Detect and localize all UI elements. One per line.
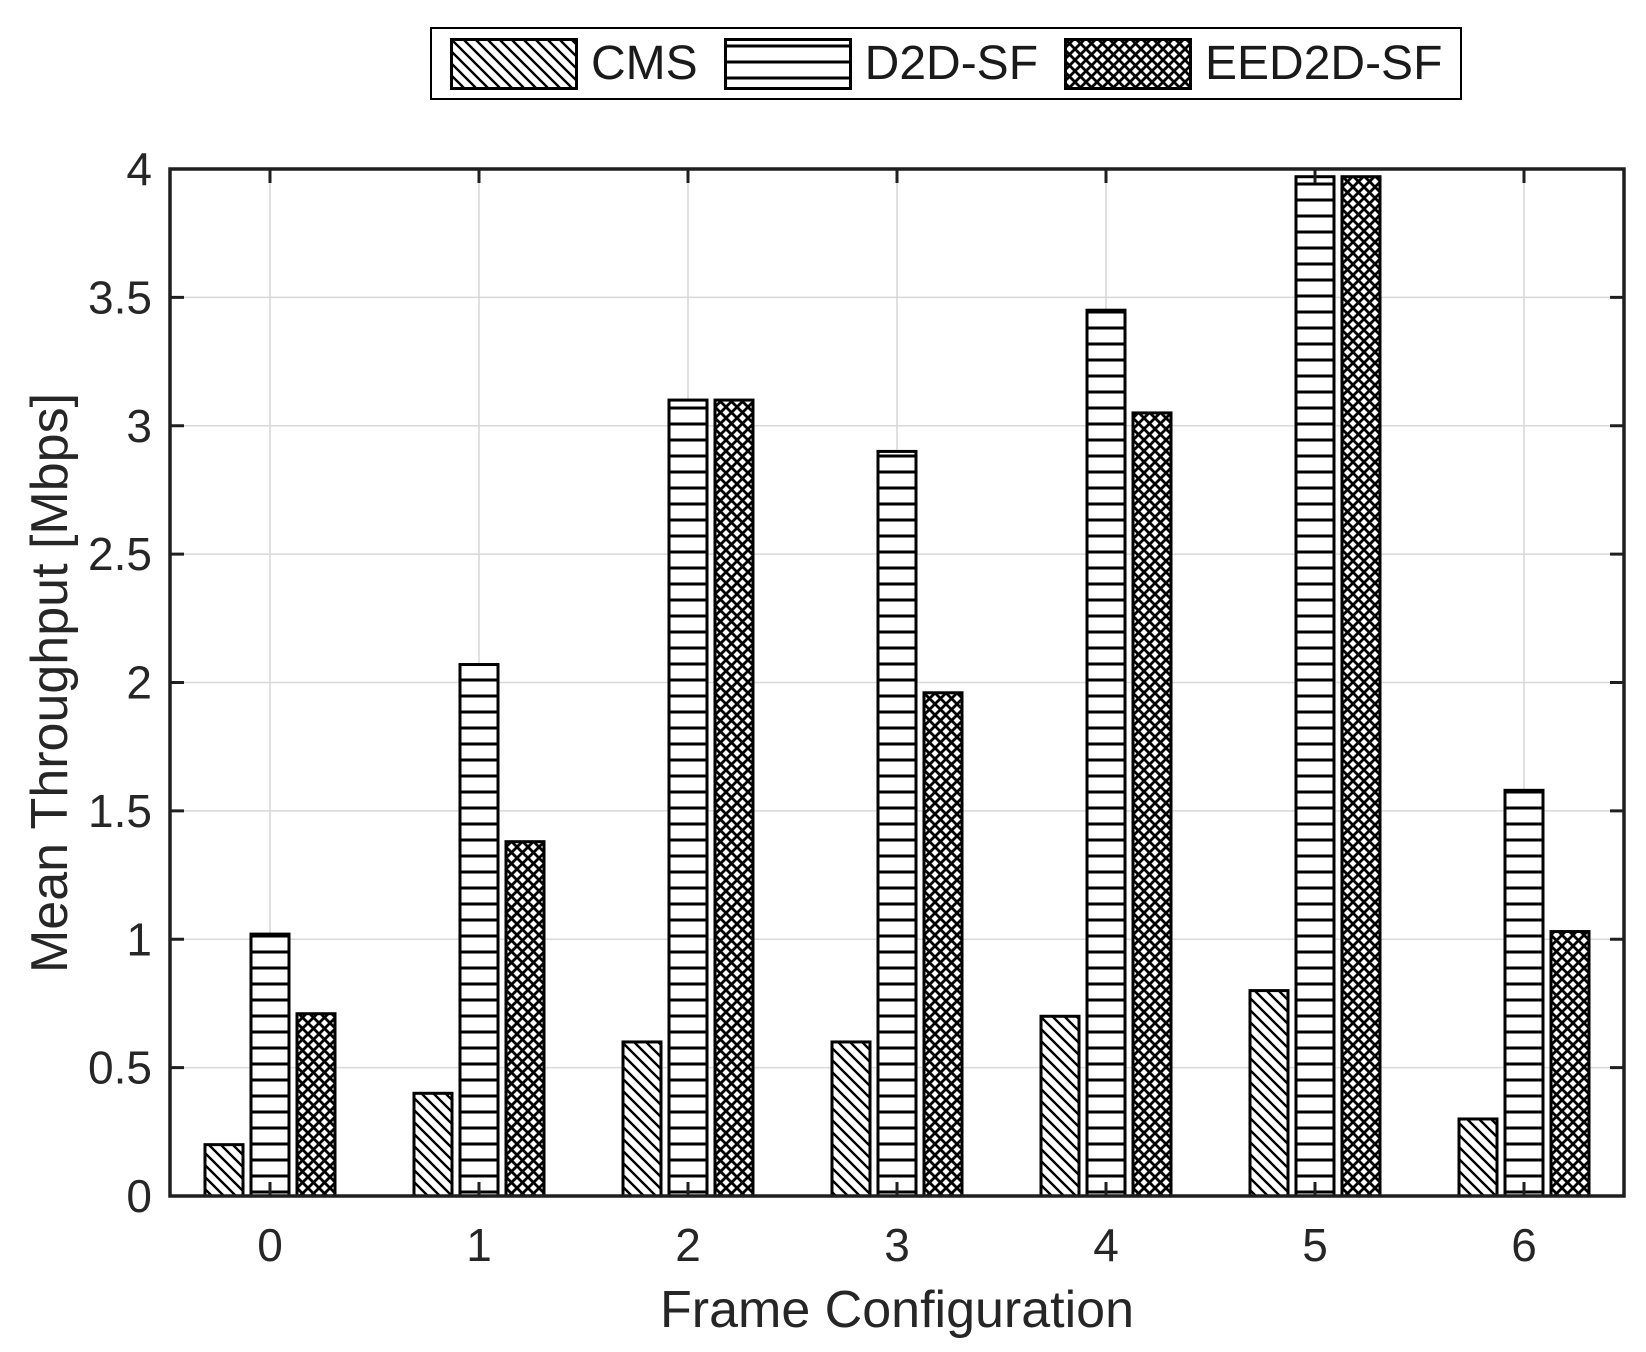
y-tick-label: 3.5 [88,271,152,323]
x-tick-label: 4 [1093,1219,1119,1271]
x-axis-label: Frame Configuration [660,1281,1134,1339]
y-tick-label: 3 [126,400,152,452]
x-tick-label: 2 [675,1219,701,1271]
x-tick-label: 3 [884,1219,910,1271]
bar-d2d-sf-4 [1085,308,1127,1198]
y-tick-label: 1 [126,913,152,965]
bar-cms-1 [412,1091,454,1198]
x-tick-label: 0 [257,1219,283,1271]
legend-swatch-diagonal-hatch-icon [450,37,578,90]
bar-eed2d-sf-2 [713,398,755,1198]
x-tick-label: 6 [1511,1219,1537,1271]
bar-eed2d-sf-0 [295,1012,337,1198]
bar-cms-4 [1039,1014,1081,1198]
y-tick-label: 0 [126,1170,152,1222]
bar-eed2d-sf-5 [1340,175,1382,1198]
legend-item-eed2d-sf: EED2D-SF [1064,36,1442,91]
x-tick-label: 5 [1302,1219,1328,1271]
bar-d2d-sf-0 [249,932,291,1198]
bar-eed2d-sf-3 [922,691,964,1198]
bar-cms-0 [203,1143,245,1198]
bar-d2d-sf-6 [1503,788,1545,1198]
legend-swatch-horizontal-lines-icon [723,37,852,90]
y-tick-label: 2 [126,657,152,709]
bar-d2d-sf-1 [458,663,500,1198]
bar-cms-3 [830,1040,872,1198]
bar-d2d-sf-5 [1294,175,1336,1198]
legend-label-cms: CMS [591,37,698,90]
bar-cms-2 [621,1040,663,1198]
y-tick-label: 1.5 [88,785,152,837]
legend-swatch-crosshatch-icon [1064,37,1193,90]
legend-item-cms: CMS [450,36,698,91]
legend-item-d2d-sf: D2D-SF [723,36,1039,91]
bar-d2d-sf-3 [876,449,918,1198]
y-tick-label: 0.5 [88,1042,152,1094]
bar-cms-5 [1248,989,1290,1198]
bar-eed2d-sf-1 [504,840,546,1198]
y-axis-label: Mean Throughput [Mbps] [21,392,79,974]
bar-eed2d-sf-4 [1131,411,1173,1198]
bar-d2d-sf-2 [667,398,709,1198]
bar-cms-6 [1457,1117,1499,1198]
legend-label-d2d-sf: D2D-SF [864,37,1039,90]
x-tick-label: 1 [466,1219,492,1271]
y-tick-label: 4 [126,143,152,195]
legend: CMS D2D-SF EED2D-SF [430,27,1463,100]
bar-eed2d-sf-6 [1549,930,1591,1198]
y-tick-label: 2.5 [88,528,152,580]
legend-label-eed2d-sf: EED2D-SF [1205,37,1443,90]
